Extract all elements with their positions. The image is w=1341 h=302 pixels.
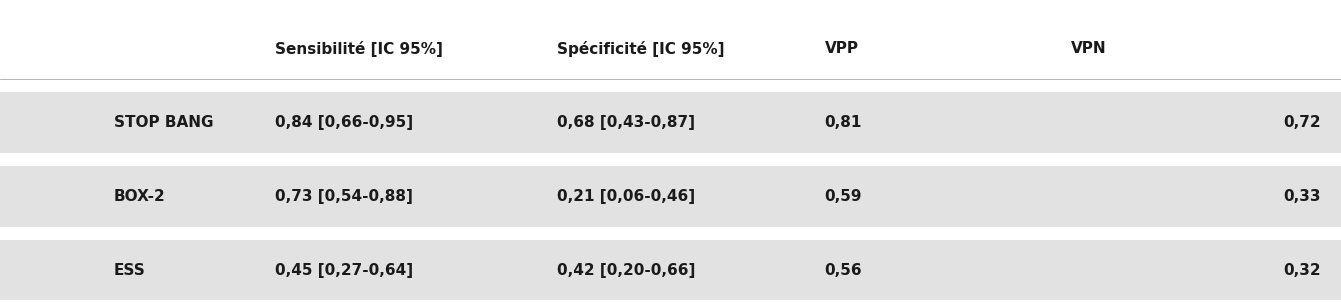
Bar (0, 240, 1341, 300)
Text: BOX-2: BOX-2 (114, 189, 166, 204)
Text: Spécificité [IC 95%]: Spécificité [IC 95%] (557, 41, 724, 57)
Bar (0, 166, 1341, 226)
Text: 0,42 [0,20-0,66]: 0,42 [0,20-0,66] (557, 263, 695, 278)
Bar (0, 92, 1341, 153)
Bar (0, 0, 1341, 79)
Text: VPP: VPP (825, 41, 858, 56)
Text: 0,72: 0,72 (1283, 115, 1321, 130)
Text: 0,84 [0,66-0,95]: 0,84 [0,66-0,95] (275, 115, 413, 130)
Text: 0,81: 0,81 (825, 115, 862, 130)
Text: 0,56: 0,56 (825, 263, 862, 278)
Text: 0,68 [0,43-0,87]: 0,68 [0,43-0,87] (557, 115, 695, 130)
Text: VPN: VPN (1070, 41, 1106, 56)
Text: 0,33: 0,33 (1283, 189, 1321, 204)
Text: 0,21 [0,06-0,46]: 0,21 [0,06-0,46] (557, 189, 695, 204)
Text: 0,32: 0,32 (1283, 263, 1321, 278)
Text: ESS: ESS (114, 263, 146, 278)
Text: 0,45 [0,27-0,64]: 0,45 [0,27-0,64] (275, 263, 413, 278)
Text: 0,73 [0,54-0,88]: 0,73 [0,54-0,88] (275, 189, 413, 204)
Text: Sensibilité [IC 95%]: Sensibilité [IC 95%] (275, 41, 443, 57)
Text: 0,59: 0,59 (825, 189, 862, 204)
Text: STOP BANG: STOP BANG (114, 115, 213, 130)
